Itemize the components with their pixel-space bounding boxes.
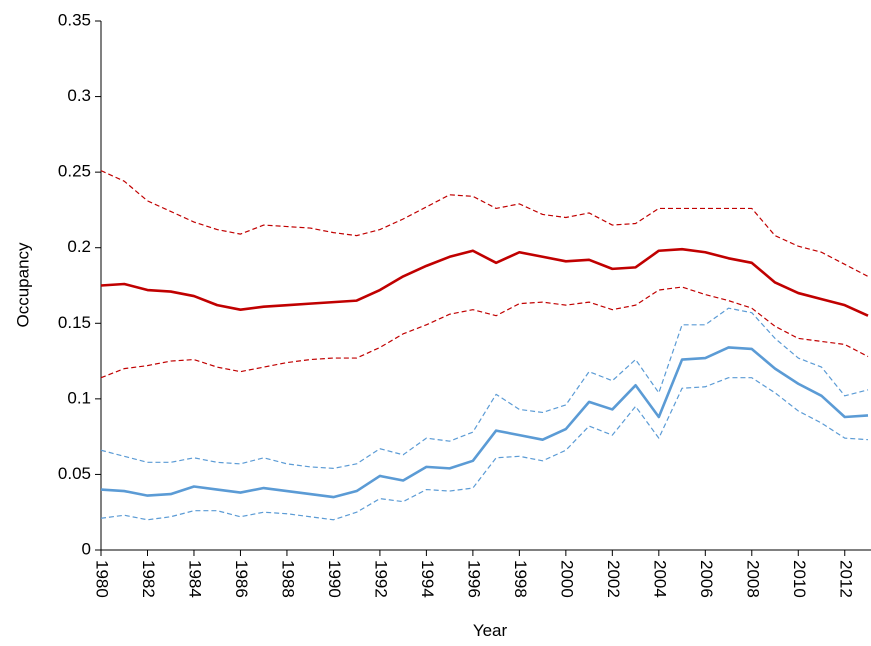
x-tick-label: 2012	[836, 560, 855, 598]
x-tick-label: 1996	[464, 560, 483, 598]
y-tick-label: 0.25	[58, 162, 91, 181]
y-tick-label: 0.2	[67, 237, 91, 256]
x-axis-label: Year	[473, 621, 508, 640]
x-tick-label: 1984	[185, 560, 204, 598]
y-tick-label: 0.3	[67, 86, 91, 105]
y-tick-label: 0.1	[67, 388, 91, 407]
x-tick-label: 1988	[278, 560, 297, 598]
x-tick-label: 1980	[93, 560, 112, 598]
series-line	[100, 286, 869, 379]
x-tick-label: 1990	[325, 560, 344, 598]
series-line	[100, 247, 869, 317]
x-tick-label: 1992	[371, 560, 390, 598]
x-tick-label: 2008	[743, 560, 762, 598]
x-tick-label: 2004	[650, 560, 669, 598]
y-axis-label: Occupancy	[13, 242, 32, 328]
y-tick-label: 0	[82, 539, 91, 558]
x-tick-label: 1986	[232, 560, 251, 598]
y-tick-label: 0.15	[58, 313, 91, 332]
x-tick-label: 2010	[790, 560, 809, 598]
series-line	[100, 377, 869, 521]
x-tick-label: 1994	[418, 560, 437, 598]
x-tick-label: 1998	[511, 560, 530, 598]
series-line	[100, 170, 869, 277]
series-line	[100, 307, 869, 469]
x-tick-label: 2002	[604, 560, 623, 598]
x-tick-label: 2000	[557, 560, 576, 598]
x-tick-label: 2006	[697, 560, 716, 598]
y-tick-label: 0.05	[58, 464, 91, 483]
x-tick-label: 1982	[139, 560, 158, 598]
y-tick-label: 0.35	[58, 10, 91, 29]
series-line	[100, 346, 869, 499]
